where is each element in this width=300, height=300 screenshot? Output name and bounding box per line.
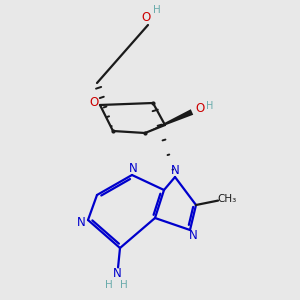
- Text: O: O: [142, 11, 151, 24]
- Text: H: H: [105, 280, 113, 290]
- Text: O: O: [89, 96, 98, 109]
- Text: N: N: [189, 229, 197, 242]
- Polygon shape: [145, 109, 193, 133]
- Text: O: O: [195, 102, 204, 115]
- Text: H: H: [120, 280, 128, 290]
- Text: CH₃: CH₃: [217, 194, 236, 204]
- Text: H: H: [153, 5, 161, 15]
- Text: N: N: [170, 164, 179, 177]
- Text: N: N: [113, 268, 122, 281]
- Text: H: H: [206, 100, 214, 111]
- Text: N: N: [129, 162, 138, 175]
- Text: N: N: [77, 215, 86, 229]
